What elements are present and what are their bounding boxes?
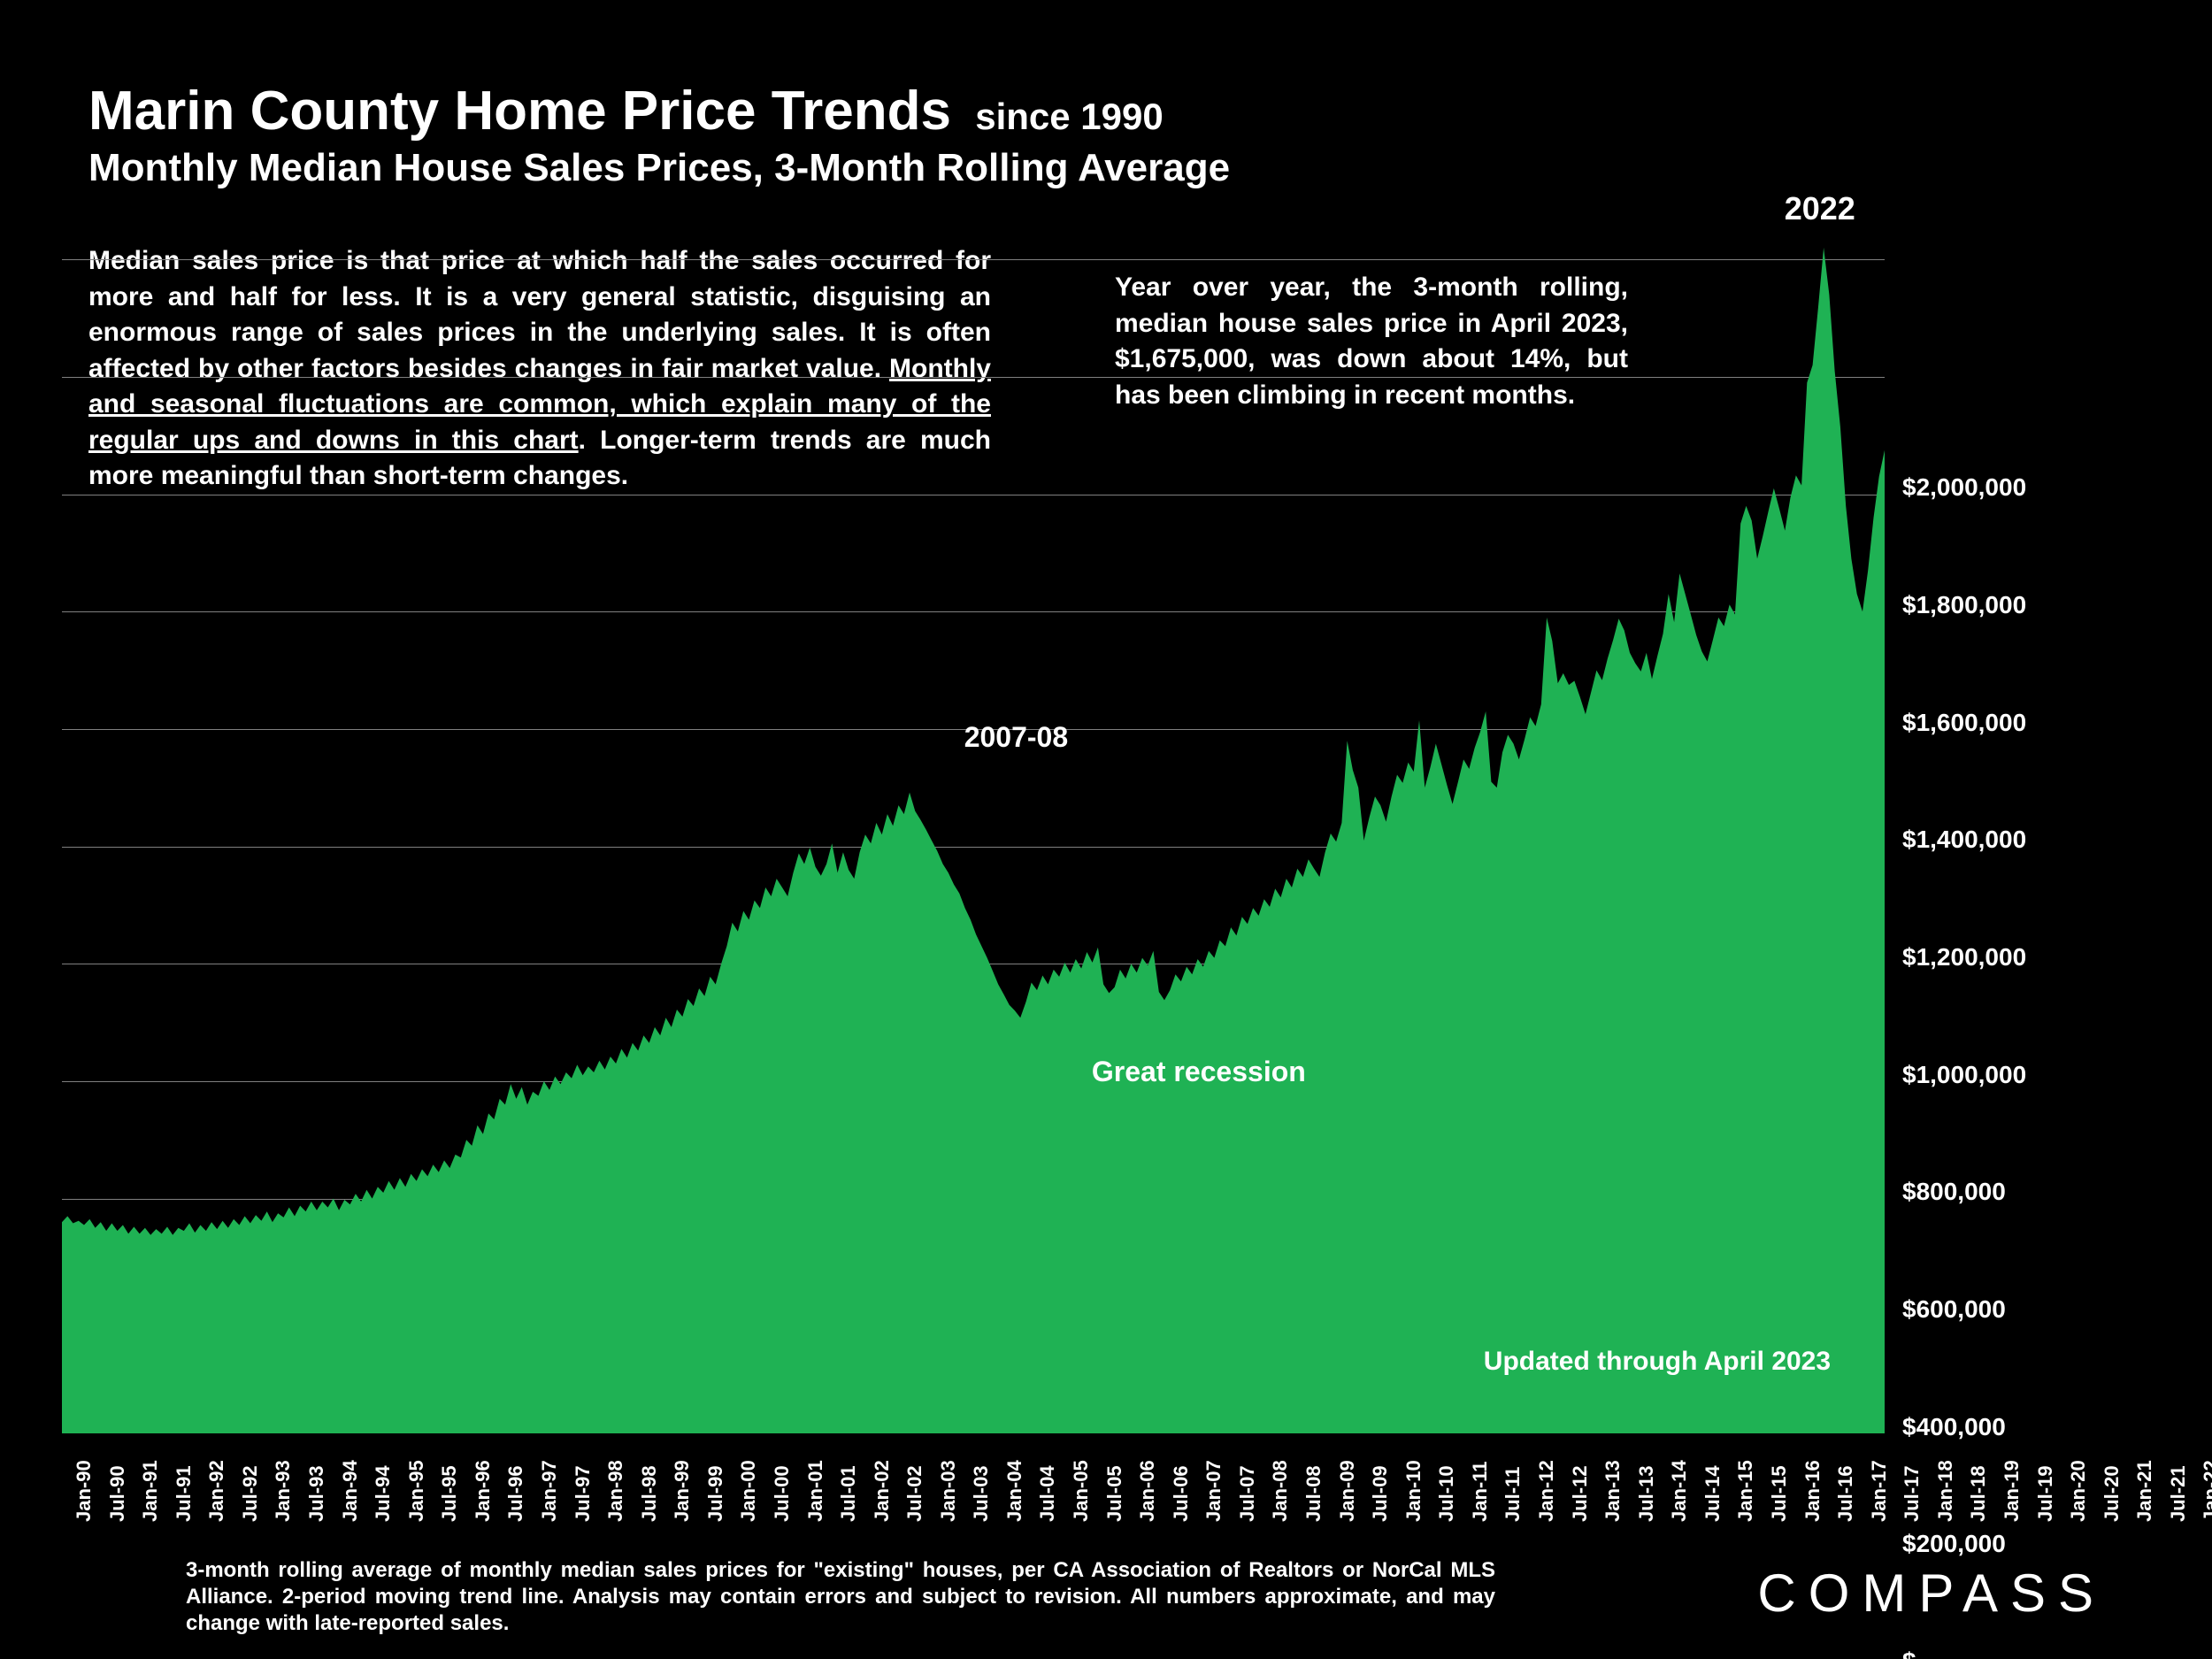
x-tick-label: Jan-15 bbox=[1734, 1460, 1757, 1522]
compass-logo: COMPASS bbox=[1757, 1563, 2106, 1624]
x-tick-label: Jan-98 bbox=[604, 1460, 627, 1522]
x-tick-label: Jan-96 bbox=[472, 1460, 495, 1522]
x-tick-label: Jan-01 bbox=[804, 1460, 827, 1522]
x-tick-label: Jul-19 bbox=[2034, 1465, 2057, 1522]
x-tick-label: Jul-08 bbox=[1302, 1465, 1325, 1522]
y-tick-label: $600,000 bbox=[1902, 1295, 2006, 1324]
footnote: 3-month rolling average of monthly media… bbox=[186, 1557, 1495, 1637]
x-tick-label: Jan-94 bbox=[339, 1460, 362, 1522]
x-tick-label: Jan-92 bbox=[205, 1460, 228, 1522]
x-tick-label: Jan-14 bbox=[1668, 1460, 1691, 1522]
y-tick-label: $2,000,000 bbox=[1902, 473, 2026, 502]
x-tick-label: Jul-98 bbox=[638, 1465, 661, 1522]
x-tick-label: Jul-01 bbox=[837, 1465, 860, 1522]
x-tick-label: Jul-13 bbox=[1635, 1465, 1658, 1522]
y-tick-label: $1,000,000 bbox=[1902, 1061, 2026, 1089]
x-tick-label: Jul-97 bbox=[572, 1465, 595, 1522]
x-tick-label: Jul-16 bbox=[1834, 1465, 1857, 1522]
x-tick-label: Jul-93 bbox=[305, 1465, 328, 1522]
x-tick-label: Jan-97 bbox=[538, 1460, 561, 1522]
x-tick-label: Jan-02 bbox=[871, 1460, 894, 1522]
x-tick-label: Jan-00 bbox=[737, 1460, 760, 1522]
x-tick-label: Jul-02 bbox=[903, 1465, 926, 1522]
y-tick-label: $1,400,000 bbox=[1902, 826, 2026, 854]
x-tick-label: Jul-04 bbox=[1036, 1465, 1059, 1522]
area-fill bbox=[62, 248, 1885, 1433]
x-tick-label: Jul-14 bbox=[1701, 1465, 1724, 1522]
x-tick-label: Jul-09 bbox=[1369, 1465, 1392, 1522]
x-tick-label: Jan-99 bbox=[671, 1460, 694, 1522]
x-tick-label: Jul-12 bbox=[1569, 1465, 1592, 1522]
x-tick-label: Jan-95 bbox=[405, 1460, 428, 1522]
x-tick-label: Jan-03 bbox=[937, 1460, 960, 1522]
x-tick-label: Jul-00 bbox=[771, 1465, 794, 1522]
annotation-label: Great recession bbox=[1092, 1056, 1306, 1088]
x-tick-label: Jul-21 bbox=[2167, 1465, 2190, 1522]
x-tick-label: Jul-07 bbox=[1236, 1465, 1259, 1522]
x-tick-label: Jan-19 bbox=[2001, 1460, 2024, 1522]
x-tick-label: Jan-16 bbox=[1801, 1460, 1824, 1522]
x-tick-label: Jan-05 bbox=[1070, 1460, 1093, 1522]
chart-svg bbox=[62, 230, 1885, 1433]
x-tick-label: Jan-21 bbox=[2133, 1460, 2156, 1522]
chart-title: Marin County Home Price Trends since 199… bbox=[88, 80, 1164, 142]
x-tick-label: Jan-08 bbox=[1269, 1460, 1292, 1522]
x-tick-label: Jul-20 bbox=[2101, 1465, 2124, 1522]
y-tick-label: $400,000 bbox=[1902, 1413, 2006, 1441]
y-axis: $-$200,000$400,000$600,000$800,000$1,000… bbox=[1902, 230, 2132, 1433]
x-tick-label: Jul-15 bbox=[1768, 1465, 1791, 1522]
x-tick-label: Jan-07 bbox=[1202, 1460, 1225, 1522]
annotation-label: 2022 bbox=[1785, 190, 1855, 227]
x-tick-label: Jan-09 bbox=[1336, 1460, 1359, 1522]
annotation-label: 2007-08 bbox=[964, 721, 1068, 754]
x-tick-label: Jan-17 bbox=[1868, 1460, 1891, 1522]
y-tick-label: $1,600,000 bbox=[1902, 709, 2026, 737]
y-tick-label: $1,800,000 bbox=[1902, 591, 2026, 619]
x-tick-label: Jul-99 bbox=[704, 1465, 727, 1522]
chart-subtitle: Monthly Median House Sales Prices, 3-Mon… bbox=[88, 146, 1230, 190]
x-tick-label: Jan-90 bbox=[73, 1460, 96, 1522]
x-tick-label: Jul-05 bbox=[1103, 1465, 1126, 1522]
x-tick-label: Jan-10 bbox=[1402, 1460, 1425, 1522]
x-tick-label: Jul-06 bbox=[1170, 1465, 1193, 1522]
x-tick-label: Jan-04 bbox=[1003, 1460, 1026, 1522]
x-tick-label: Jul-18 bbox=[1967, 1465, 1990, 1522]
x-tick-label: Jul-96 bbox=[504, 1465, 527, 1522]
x-tick-label: Jul-17 bbox=[1901, 1465, 1924, 1522]
x-tick-label: Jan-13 bbox=[1601, 1460, 1624, 1522]
x-tick-label: Jan-91 bbox=[139, 1460, 162, 1522]
y-tick-label: $800,000 bbox=[1902, 1178, 2006, 1206]
x-tick-label: Jan-18 bbox=[1934, 1460, 1957, 1522]
title-main-text: Marin County Home Price Trends bbox=[88, 81, 951, 142]
title-since-text: since 1990 bbox=[975, 96, 1164, 137]
x-tick-label: Jul-10 bbox=[1435, 1465, 1458, 1522]
x-tick-label: Jan-22 bbox=[2200, 1460, 2212, 1522]
updated-stamp: Updated through April 2023 bbox=[1484, 1347, 1831, 1377]
x-tick-label: Jul-94 bbox=[372, 1465, 395, 1522]
x-tick-label: Jan-12 bbox=[1535, 1460, 1558, 1522]
x-tick-label: Jul-91 bbox=[173, 1465, 196, 1522]
x-tick-label: Jul-03 bbox=[970, 1465, 993, 1522]
x-tick-label: Jul-90 bbox=[106, 1465, 129, 1522]
x-tick-label: Jul-11 bbox=[1502, 1467, 1525, 1522]
y-tick-label: $- bbox=[1902, 1647, 1924, 1659]
x-tick-label: Jan-06 bbox=[1136, 1460, 1159, 1522]
x-tick-label: Jan-20 bbox=[2067, 1460, 2090, 1522]
x-tick-label: Jul-95 bbox=[438, 1465, 461, 1522]
x-tick-label: Jan-11 bbox=[1469, 1462, 1492, 1523]
area-chart bbox=[62, 230, 1885, 1433]
x-tick-label: Jul-92 bbox=[239, 1465, 262, 1522]
y-tick-label: $1,200,000 bbox=[1902, 943, 2026, 972]
x-tick-label: Jan-93 bbox=[272, 1460, 295, 1522]
y-tick-label: $200,000 bbox=[1902, 1530, 2006, 1558]
